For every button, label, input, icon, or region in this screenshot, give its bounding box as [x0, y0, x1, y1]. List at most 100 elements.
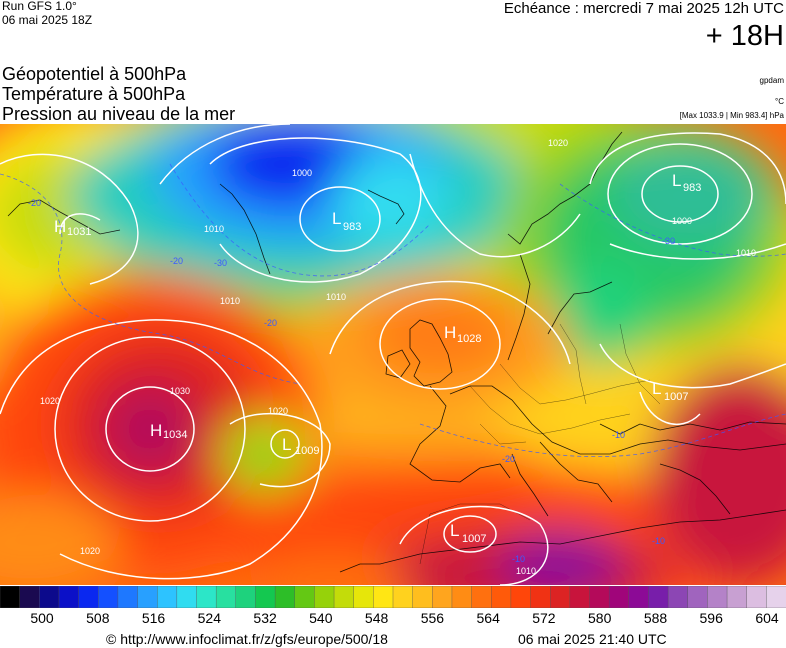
forecast-date: Echéance : mercredi 7 mai 2025 12h UTC [503, 0, 784, 17]
color-swatch [432, 586, 453, 608]
color-swatch [215, 586, 237, 608]
color-scale-tick: 500 [30, 610, 54, 626]
high-pressure-label: H [444, 323, 456, 342]
color-swatch [648, 586, 669, 608]
color-swatch [255, 586, 276, 608]
color-swatch [235, 586, 257, 608]
color-swatch [0, 586, 21, 608]
low-pressure-label: L [652, 379, 661, 398]
isotherm-label: -20 [170, 256, 183, 266]
color-scale-tick: 580 [588, 610, 612, 626]
color-scale-tick: 524 [197, 610, 221, 626]
color-swatch [353, 586, 375, 608]
color-swatch [98, 586, 119, 608]
color-scale-tick: 556 [420, 610, 445, 626]
high-pressure-label: H [54, 217, 66, 236]
color-swatch [471, 586, 493, 608]
isobar-label: 1020 [80, 546, 100, 556]
isotherm-labels: -20 -30 -20 -30 -20 -10 -20 -10 -10 [28, 198, 675, 564]
isobar-label: 1000 [292, 168, 312, 178]
low-pressure-value: 983 [683, 182, 701, 194]
isobar-label: 1010 [516, 566, 536, 576]
color-scale-tick: 572 [532, 610, 556, 626]
borders [419, 323, 661, 565]
color-scale-tick: 604 [755, 610, 779, 626]
low-pressure-value: 983 [343, 221, 361, 233]
coastlines [7, 131, 786, 573]
geopotential-field [0, 124, 786, 585]
color-swatch [766, 586, 786, 608]
color-swatch [156, 586, 178, 608]
color-swatch [333, 586, 355, 608]
color-swatch [274, 586, 296, 608]
color-swatch [687, 586, 709, 608]
color-swatch [569, 586, 591, 608]
color-scale-tick: 508 [86, 610, 110, 626]
high-pressure-label: H [150, 421, 162, 440]
color-swatch [117, 586, 139, 608]
low-pressure-value: 1007 [462, 533, 486, 545]
color-swatch [78, 586, 100, 608]
isobar-label: 1010 [204, 224, 224, 234]
isobar-label: 1010 [736, 248, 756, 258]
isobar-label: 1000 [672, 216, 692, 226]
isobars [0, 124, 786, 585]
field-title-geopotential: Géopotentiel à 500hPa [2, 64, 187, 84]
isotherms [0, 163, 786, 458]
color-swatch [530, 586, 551, 608]
color-swatch [608, 586, 630, 608]
color-scale-tick: 548 [364, 610, 389, 626]
color-swatch [196, 586, 217, 608]
generation-timestamp: 06 mai 2025 21:40 UTC [518, 631, 667, 647]
isobar-label: 1030 [170, 386, 190, 396]
color-swatch [294, 586, 316, 608]
color-scale-tick: 516 [141, 610, 166, 626]
color-swatch [373, 586, 394, 608]
color-scale-tick: 588 [643, 610, 668, 626]
isotherm-label: -30 [662, 236, 675, 246]
isotherm-label: -10 [612, 430, 625, 440]
color-swatch [451, 586, 473, 608]
isobar-label: 1020 [40, 396, 60, 406]
field-title-temperature: Température à 500hPa [2, 84, 186, 104]
color-swatch [137, 586, 159, 608]
pressure-centers: H 1034 H 1028 H 1031 L 983 L 983 L 1009 … [54, 171, 701, 545]
color-scale [0, 586, 786, 608]
color-swatch [667, 586, 689, 608]
isobar-label: 1010 [326, 292, 346, 302]
isotherm-label: -20 [264, 318, 277, 328]
color-swatch [726, 586, 748, 608]
color-swatch [58, 586, 80, 608]
color-swatch [39, 586, 60, 608]
color-swatch [176, 586, 198, 608]
low-pressure-value: 1007 [664, 391, 688, 403]
color-scale-tick: 596 [699, 610, 723, 626]
low-pressure-label: L [672, 171, 681, 190]
field-title-pressure: Pression au niveau de la mer [2, 104, 236, 124]
color-swatch [746, 586, 768, 608]
isobar-label: 1010 [220, 296, 240, 306]
run-title: Run GFS 1.0° [2, 0, 77, 13]
color-swatch [628, 586, 650, 608]
isobar-label: 1020 [548, 138, 568, 148]
high-pressure-value: 1031 [67, 226, 91, 238]
color-swatch [589, 586, 610, 608]
color-swatch [491, 586, 512, 608]
color-swatch [510, 586, 532, 608]
weather-map: H 1034 H 1028 H 1031 L 983 L 983 L 1009 … [0, 124, 786, 585]
color-swatch [550, 586, 571, 608]
isotherm-label: -20 [28, 198, 41, 208]
lead-time: + 18H [705, 20, 784, 52]
low-pressure-value: 1009 [295, 445, 319, 457]
isotherm-label: -20 [502, 454, 515, 464]
color-swatch [314, 586, 335, 608]
low-pressure-label: L [332, 209, 341, 228]
color-scale-tick: 564 [476, 610, 500, 626]
color-swatch [19, 586, 41, 608]
color-swatch [412, 586, 434, 608]
source-url[interactable]: © http://www.infoclimat.fr/z/gfs/europe/… [106, 631, 388, 647]
color-scale-tick: 532 [253, 610, 277, 626]
isotherm-label: -10 [652, 536, 665, 546]
isotherm-label: -30 [214, 258, 227, 268]
high-pressure-value: 1028 [457, 333, 481, 345]
